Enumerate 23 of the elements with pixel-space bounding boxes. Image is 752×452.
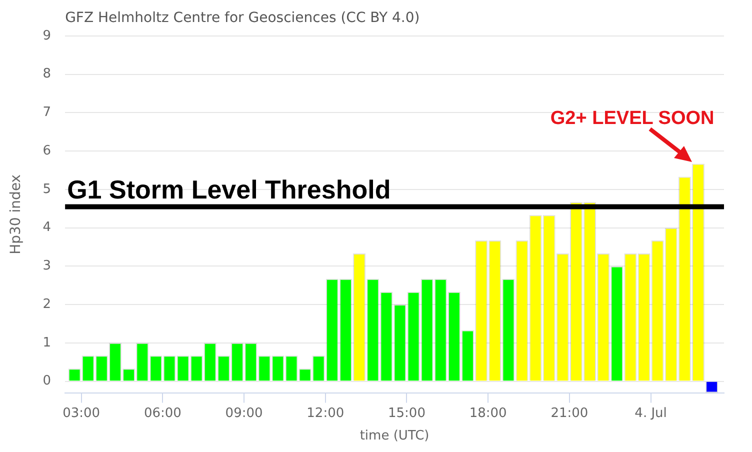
x-tick-label: 15:00 [388, 406, 426, 421]
y-tick-label: 7 [42, 105, 52, 120]
y-tick-label: 0 [42, 374, 52, 389]
annotation: G2+ LEVEL SOON [550, 108, 714, 129]
x-tick-label: 03:00 [62, 406, 100, 421]
y-axis-title: Hp30 index [8, 174, 24, 254]
y-tick-label: 1 [42, 335, 52, 350]
ref-line-label: G1 Storm Level Threshold [67, 174, 391, 205]
y-tick-label: 2 [42, 296, 52, 312]
y-tick-label: 8 [42, 66, 52, 82]
y-tick-label: 3 [42, 258, 52, 274]
x-tick-label: 21:00 [550, 406, 588, 421]
x-tick-label: 06:00 [144, 406, 182, 421]
x-tick-label: 18:00 [469, 406, 507, 421]
x-tick-label: 12:00 [306, 406, 344, 421]
x-tick-label: 09:00 [225, 406, 263, 421]
y-tick-label: 4 [42, 220, 52, 236]
chart-title: GFZ Helmholtz Centre for Geosciences (CC BY 4.0) [65, 10, 420, 26]
y-tick-label: 9 [42, 28, 52, 44]
x-axis-title: time (UTC) [360, 428, 430, 444]
y-tick-label: 6 [42, 143, 52, 158]
y-tick-label: 5 [42, 182, 52, 197]
x-tick-label: 4. Jul [634, 406, 667, 421]
